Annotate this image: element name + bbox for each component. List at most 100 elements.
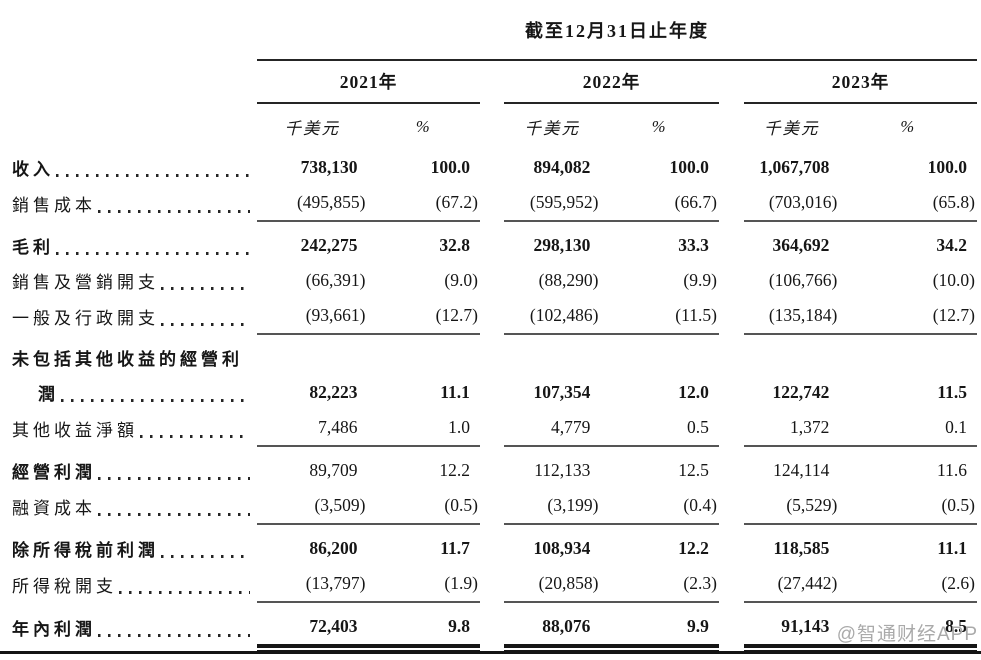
table-row: 除所得稅前利潤 86,200 11.7 108,934 12.2 118,585 11.1 [4,524,977,566]
page-bottom-rule [0,651,981,654]
row-label-line: 經營利潤 [4,453,257,488]
year-gap [480,103,504,150]
column-gap [719,334,744,410]
percent-label: % [651,117,668,136]
percent-cell: (2.3) [600,566,719,603]
row-label: 其他收益淨額 [4,410,257,446]
column-gap [480,446,504,488]
table-row: 一般及行政開支 (93,661) (12.7) (102,486) (11.5) (135… [4,298,977,335]
amount-cell: (27,442) [744,566,840,603]
year-gap [719,60,744,103]
cell-value: 82,223 [309,382,358,402]
percent-cell: 12.2 [678,538,709,558]
row-label: 銷售成本 [4,185,257,221]
row-label-line: 年內利潤 [4,610,257,645]
cell-value: 11.5 [937,382,967,402]
table-row: 銷售及營銷開支 (66,391) (9.0) (88,290) (9.9) (106,76… [4,263,977,298]
amount-cell: 1,372 [744,410,840,447]
row-label: 收入 [4,150,257,185]
percent-cell: (1.9) [367,566,480,603]
row-label-line: 其他收益淨額 [4,411,257,446]
column-gap [480,488,504,524]
amount-cell: (3,199) [504,488,601,525]
row-label-line1: 未包括其他收益的經營利 [4,340,257,375]
income-statement-table: 截至12月31日止年度 2021年 2022年 2023年 千美元% 千美元% 千美元%… [4,12,977,651]
percent-cell: (12.7) [367,298,480,335]
dot-leader [161,554,251,558]
dot-leader [56,251,251,255]
cell-value: 11.1 [440,382,470,402]
amount-cell: 82,223 [257,334,367,410]
row-label: 經營利潤 [4,446,257,488]
column-gap [719,566,744,602]
cell-value: 12.0 [678,382,709,402]
percent-cell: 11.1 [367,334,479,410]
column-gap [480,263,504,298]
percent-cell: 0.5 [600,410,719,447]
table-header: 截至12月31日止年度 2021年 2022年 2023年 千美元% 千美元% 千美元% [4,12,977,150]
amount-cell: (102,486) [504,298,601,335]
row-label: 毛利 [4,221,257,263]
column-gap [719,488,744,524]
percent-cell: (9.0) [444,270,478,290]
row-label-text: 收入 [12,160,54,179]
row-label-line: 除所得稅前利潤 [4,531,257,566]
year-header-row: 2021年 2022年 2023年 [4,60,977,104]
percent-label: % [415,117,432,136]
row-label: 除所得稅前利潤 [4,524,257,566]
percent-label: % [900,117,917,136]
row-label: 年內利潤 [4,602,257,646]
percent-cell: (2.6) [839,566,977,603]
amount-cell: 107,354 [504,334,600,410]
table-row: 收入 738,130 100.0 894,082 100.0 1,067,708 100.0 [4,150,977,185]
amount-cell: (106,766) [768,270,838,290]
amount-cell: 298,130 [533,235,591,255]
percent-cell: 100.0 [669,157,709,177]
column-gap [719,221,744,263]
header-spacer [4,60,257,103]
table-row: 經營利潤 89,709 12.2 112,133 12.5 124,114 11.6 [4,446,977,488]
percent-cell: 34.2 [936,235,967,255]
percent-cell: 12.0 [600,334,718,410]
amount-cell: 1,067,708 [759,157,830,177]
header-spacer [4,12,257,60]
row-label-line: 毛利 [4,228,257,263]
table-row: 所得稅開支 (13,797) (1.9) (20,858) (2.3) (27,442)(… [4,566,977,603]
percent-cell: (9.9) [683,270,717,290]
percent-cell: 33.3 [678,235,709,255]
column-gap [480,566,504,602]
percent-cell: (11.5) [600,298,719,335]
row-label-text: 潤 [38,385,59,404]
column-gap [719,410,744,446]
percent-cell: (0.5) [367,488,480,525]
table-row: 年內利潤 72,403 9.8 88,076 9.9 91,143 8.5 [4,602,977,651]
amount-cell: 112,133 [534,460,591,480]
column-gap [480,221,504,263]
header-spacer [4,103,257,150]
dot-leader [119,590,251,594]
percent-cell: 1.0 [367,410,480,447]
percent-cell: 0.1 [839,410,977,447]
unit-label: 千美元 [284,119,340,138]
year-gap [480,60,504,103]
cell-value: 107,354 [533,382,591,402]
amount-cell: 88,076 [504,602,601,651]
year-label: 2022年 [504,60,719,104]
amount-cell: 738,130 [300,157,358,177]
period-title: 截至12月31日止年度 [257,12,977,61]
unit-label: 千美元 [763,119,820,138]
amount-cell: (5,529) [744,488,840,525]
row-label-line: 收入 [4,150,257,185]
dot-leader [98,209,251,213]
amount-cell: 4,779 [504,410,601,447]
percent-cell: 100.0 [430,157,470,177]
percent-cell: (67.2) [367,185,480,222]
table-row: 融資成本 (3,509) (0.5) (3,199) (0.4) (5,529) (0.5) [4,488,977,525]
amount-cell: 86,200 [309,538,358,558]
amount-cell: 91,143 [744,602,840,651]
amount-cell: 7,486 [257,410,368,447]
percent-cell: (65.8) [839,185,977,222]
amount-cell: (135,184) [744,298,840,335]
period-title-row: 截至12月31日止年度 [4,12,977,61]
unit-label: 千美元 [524,119,580,138]
